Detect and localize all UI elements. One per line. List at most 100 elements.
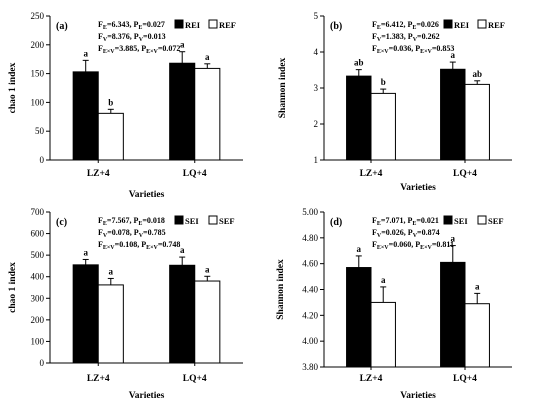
panel-label: (a): [56, 21, 68, 32]
y-tick-label: 4.20: [302, 310, 318, 320]
panel-label: (b): [330, 21, 342, 32]
x-tick-label: LZ+4: [87, 169, 110, 179]
y-tick-label: 4.60: [302, 259, 318, 269]
stats-line: FE=7.071, PE=0.021: [372, 216, 439, 227]
y-tick-label: 100: [31, 97, 45, 107]
bar-sef-lqplus4: [464, 303, 490, 368]
bar-sei-lzplus4: [346, 267, 372, 368]
x-tick-label: LQ+4: [183, 374, 207, 384]
y-axis-label: chao 1 index: [8, 262, 18, 313]
y-tick-label: 600: [31, 229, 45, 239]
x-tick-label: LQ+4: [183, 169, 207, 179]
significance-letter: a: [83, 247, 88, 257]
x-tick-label: LZ+4: [360, 169, 383, 179]
significance-letter: ab: [472, 69, 482, 79]
bar-sef-lzplus4: [370, 301, 396, 368]
bar-ref-lzplus4: [97, 112, 124, 161]
bar-sef-lzplus4: [97, 284, 124, 364]
y-tick-label: 4.40: [302, 285, 318, 295]
legend-label-rei: REI: [185, 20, 201, 30]
x-tick-label: LZ+4: [360, 374, 383, 384]
legend-label-ref: REF: [219, 20, 236, 30]
legend-swatch-rei: [174, 19, 184, 29]
stats-line: FE×V=3.885, PE×V=0.072: [98, 44, 180, 55]
x-tick-label: LZ+4: [87, 374, 110, 384]
x-tick-label: LQ+4: [453, 374, 477, 384]
panel-label: (c): [56, 217, 67, 228]
legend-label-sei: SEI: [185, 216, 199, 226]
y-axis-label: chao 1 index: [8, 62, 18, 113]
legend-label-rei: REI: [454, 20, 470, 30]
stats-line: FE×V=0.108, PE×V=0.748: [98, 240, 180, 251]
significance-letter: a: [381, 275, 386, 285]
bar-rei-lzplus4: [346, 75, 372, 161]
bar-sef-lqplus4: [194, 280, 221, 364]
significance-letter: a: [205, 52, 210, 62]
bar-rei-lqplus4: [440, 68, 466, 161]
significance-letter: a: [451, 234, 456, 244]
y-tick-label: 2: [314, 119, 319, 129]
y-axis-label: Shannon index: [278, 58, 288, 119]
stats-line: FE=6.412, PE=0.026: [372, 20, 439, 31]
bar-rei-lzplus4: [72, 71, 99, 161]
chart-panel-4: 3.80 4.00 4.20 4.40 4.60 4.80 5.00 Shannon inde…: [276, 207, 512, 401]
y-tick-label: 250: [31, 11, 45, 21]
significance-letter: b: [381, 77, 386, 87]
panel-label: (d): [330, 217, 342, 228]
significance-letter: b: [108, 97, 113, 107]
y-tick-label: 200: [31, 315, 45, 325]
y-tick-label: 0: [40, 155, 45, 165]
stats-line: FE=6.343, PE=0.027: [98, 20, 165, 31]
y-tick-label: 0: [40, 358, 45, 368]
x-axis-label: Varieties: [129, 391, 165, 401]
legend-label-sef: SEF: [219, 216, 235, 226]
y-tick-label: 3.80: [302, 362, 318, 372]
significance-letter: a: [451, 50, 456, 60]
x-axis-label: Varieties: [129, 190, 165, 200]
stats-line: FV=1.383, PV=0.262: [372, 32, 440, 43]
y-tick-label: 5.00: [302, 207, 318, 217]
stats-line: FE×V=0.036, PE×V=0.853: [372, 44, 454, 55]
significance-letter: a: [475, 281, 480, 291]
y-tick-label: 400: [31, 272, 45, 282]
bar-ref-lzplus4: [370, 92, 396, 161]
bar-sei-lzplus4: [72, 264, 99, 364]
y-tick-label: 4.00: [302, 336, 318, 346]
bar-ref-lqplus4: [194, 67, 221, 161]
legend-swatch-rei: [443, 19, 453, 29]
y-tick-label: 5: [314, 11, 319, 21]
stats-line: FE×V=0.060, PE×V=0.811: [372, 240, 454, 251]
y-tick-label: 1: [314, 155, 319, 165]
significance-letter: a: [180, 40, 185, 50]
significance-letter: a: [205, 264, 210, 274]
bar-sei-lqplus4: [169, 264, 196, 364]
bar-ref-lqplus4: [464, 83, 490, 161]
legend-label-sei: SEI: [454, 216, 468, 226]
significance-letter: a: [83, 48, 88, 58]
bar-sei-lqplus4: [440, 261, 466, 368]
legend-label-ref: REF: [488, 20, 505, 30]
y-tick-label: 500: [31, 250, 45, 260]
significance-letter: a: [180, 245, 185, 255]
stats-line: FV=0.026, PV=0.874: [372, 228, 440, 239]
y-tick-label: 3: [314, 83, 319, 93]
y-tick-label: 4: [314, 47, 319, 57]
legend-swatch-sei: [443, 215, 453, 225]
legend-swatch-sei: [174, 215, 184, 225]
y-tick-label: 100: [31, 336, 45, 346]
legend-label-sef: SEF: [488, 216, 504, 226]
x-axis-label: Varieties: [400, 183, 436, 193]
legend-swatch-sef: [208, 215, 218, 225]
y-axis-label: Shannon index: [276, 259, 286, 320]
chart-panel-2: 1 2 3 4 5 Shannon index Varieties LZ+4 ab b LQ+4 a a…: [278, 11, 512, 193]
y-tick-label: 200: [31, 40, 45, 50]
stats-line: FE=7.567, PE=0.018: [98, 216, 165, 227]
legend-swatch-ref: [477, 19, 487, 29]
significance-letter: a: [357, 244, 362, 254]
y-tick-label: 50: [35, 126, 45, 136]
y-tick-label: 700: [31, 207, 45, 217]
significance-letter: a: [109, 266, 114, 276]
y-tick-label: 150: [31, 69, 45, 79]
legend-swatch-ref: [208, 19, 218, 29]
